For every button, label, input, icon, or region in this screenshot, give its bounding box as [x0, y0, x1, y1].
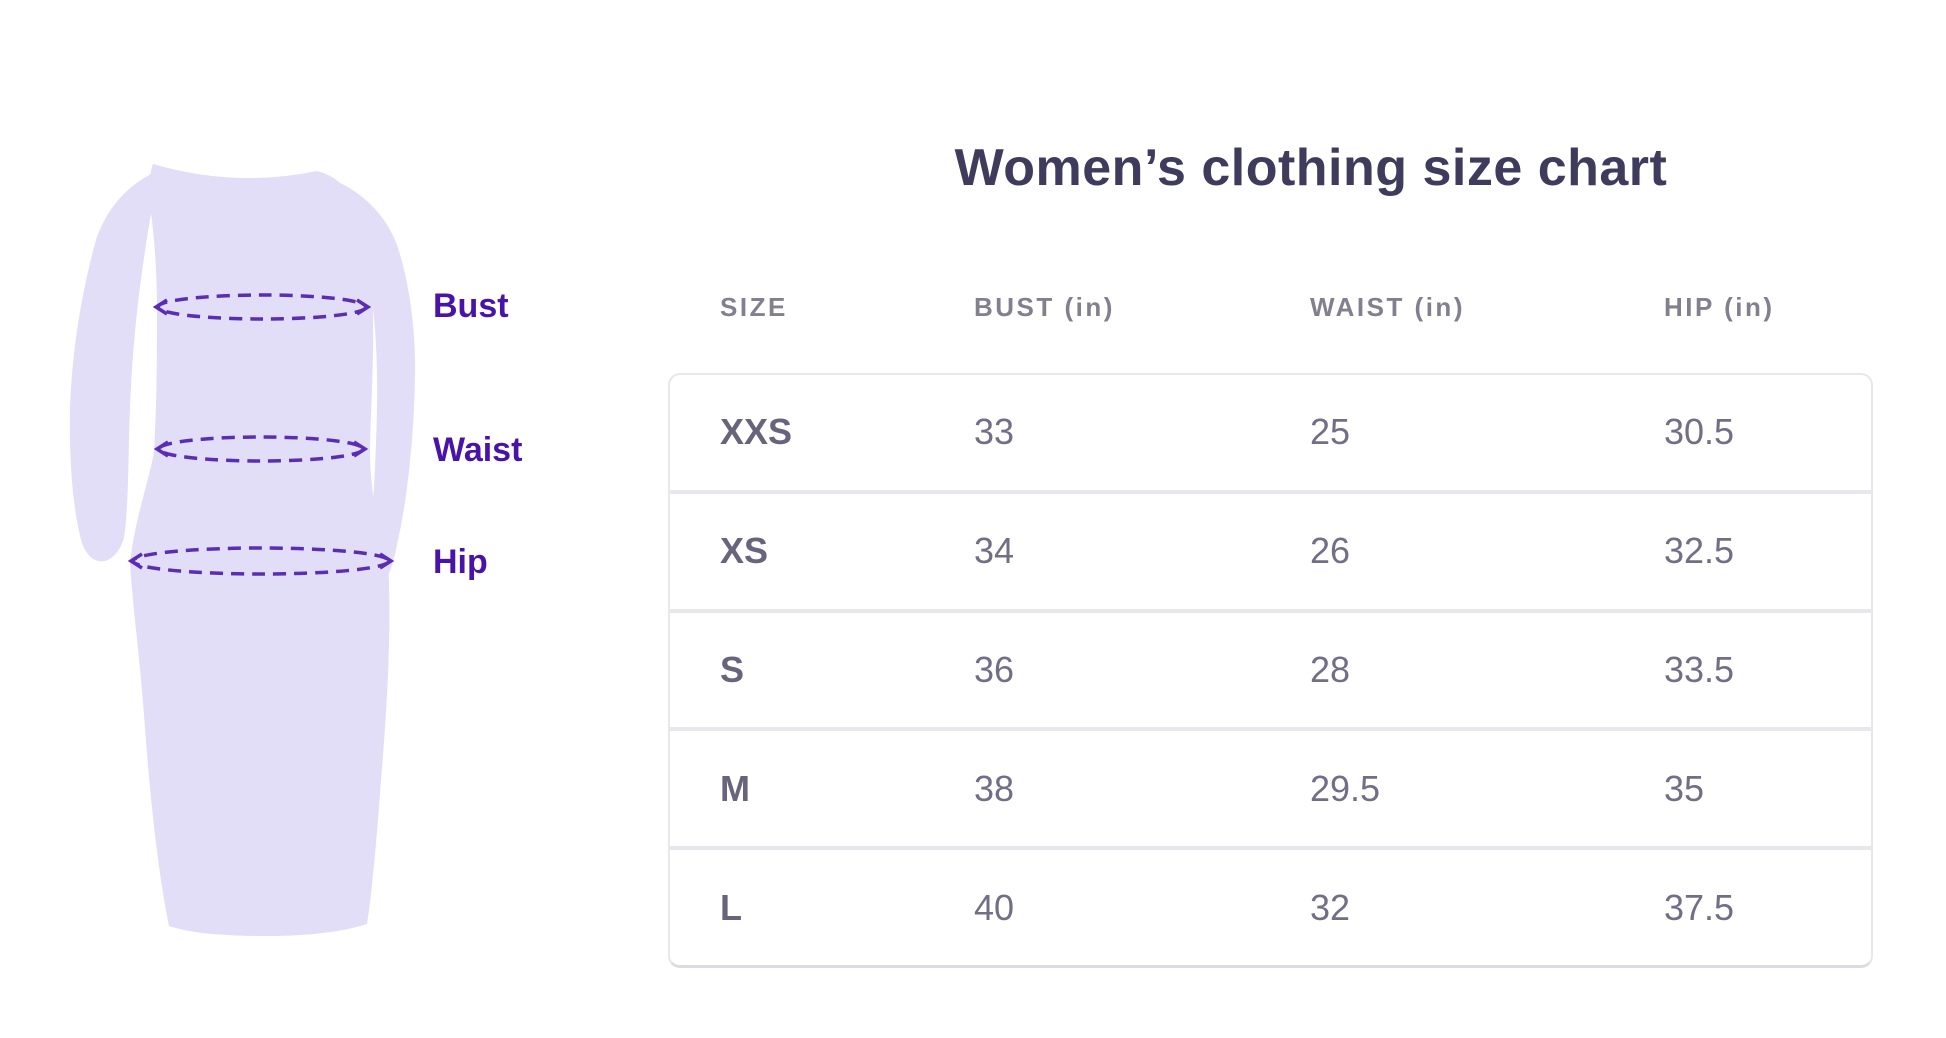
hip-cell: 30.5: [1664, 411, 1735, 453]
header-cell-hip: HIP (in): [1664, 292, 1775, 322]
hip-measure-line: [127, 546, 395, 576]
dress-illustration: [69, 164, 416, 936]
hip-cell: 37.5: [1664, 886, 1735, 928]
bust-cell: 33: [974, 411, 1015, 453]
waist-cell: 32: [1310, 886, 1351, 928]
waist-cell: 26: [1310, 530, 1351, 572]
dress-figure: [0, 0, 560, 1038]
waist-cell: 29.5: [1310, 767, 1381, 809]
waist-measure-line: [153, 435, 369, 463]
header-cell-size: SIZE: [720, 292, 788, 322]
bust-cell: 38: [974, 767, 1015, 809]
header-cell-waist: WAIST (in): [1310, 292, 1465, 322]
table-row: XXS 33 25 30.5: [670, 375, 1871, 490]
header-cell-bust: BUST (in): [974, 292, 1115, 322]
waist-cell: 25: [1310, 411, 1351, 453]
hip-cell: 35: [1664, 767, 1705, 809]
hip-cell: 33.5: [1664, 648, 1735, 690]
table-row: L 40 32 37.5: [670, 846, 1871, 965]
page-title: Women’s clothing size chart: [954, 139, 1668, 197]
table-row: XS 34 26 32.5: [670, 489, 1871, 609]
table-header-row: SIZE BUST (in) WAIST (in) HIP (in): [670, 292, 1873, 323]
bust-measure-line: [152, 293, 372, 321]
hip-cell: 32.5: [1664, 530, 1735, 572]
size-cell: M: [720, 767, 750, 809]
size-table: XXS 33 25 30.5 XS 34 26 32.5 S 36 28 33.…: [668, 373, 1873, 968]
bust-label: Bust: [433, 287, 509, 325]
bust-cell: 34: [974, 530, 1015, 572]
size-cell: L: [720, 886, 742, 928]
size-cell: XXS: [720, 411, 793, 453]
waist-label: Waist: [433, 431, 523, 469]
bust-cell: 40: [974, 886, 1015, 928]
size-cell: XS: [720, 530, 769, 572]
hip-label: Hip: [433, 543, 488, 581]
waist-cell: 28: [1310, 648, 1351, 690]
size-cell: S: [720, 648, 745, 690]
table-row: S 36 28 33.5: [670, 608, 1871, 728]
dress-body-shape: [130, 164, 390, 936]
dress-left-sleeve-shape: [69, 170, 160, 562]
bust-cell: 36: [974, 648, 1015, 690]
dress-right-sleeve-shape: [310, 172, 416, 597]
table-row: M 38 29.5 35: [670, 727, 1871, 846]
